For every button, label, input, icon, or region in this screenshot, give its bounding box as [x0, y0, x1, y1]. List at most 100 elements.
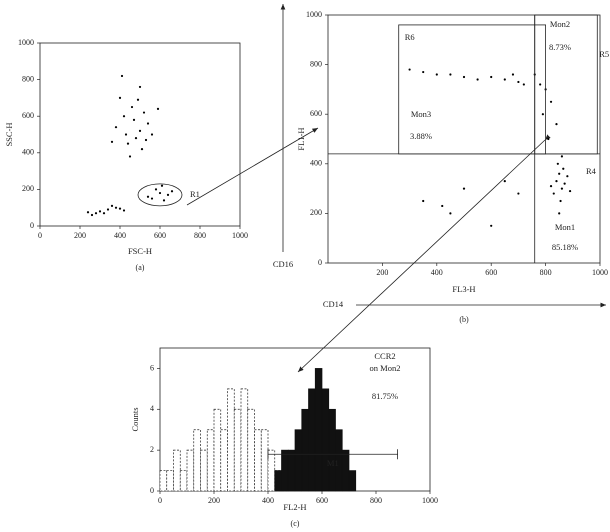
y-tick-label: 1000	[306, 10, 322, 19]
point	[134, 137, 138, 140]
point	[156, 107, 160, 110]
gate	[137, 183, 183, 207]
y-tick-label: 0	[30, 221, 34, 230]
point	[490, 75, 493, 79]
point	[552, 192, 555, 195]
histogram-bar	[220, 429, 228, 492]
annotation: CD14	[323, 299, 344, 309]
histogram-bar	[301, 408, 309, 492]
arrow	[186, 127, 319, 206]
point	[441, 204, 444, 208]
point	[560, 187, 564, 190]
point	[166, 193, 170, 196]
point	[563, 182, 566, 185]
gate-label: R6	[405, 32, 415, 42]
histogram-bar	[227, 388, 235, 492]
marker-label: M1	[327, 458, 339, 468]
point	[126, 142, 130, 145]
point	[522, 83, 525, 86]
point	[124, 133, 128, 136]
x-tick-label: 1000	[592, 268, 608, 277]
x-axis-label: FL2-H	[283, 502, 306, 512]
point	[140, 148, 144, 151]
point	[559, 199, 562, 203]
hist-title: CCR2	[374, 351, 395, 361]
histogram-bar	[179, 470, 188, 492]
histogram-bar	[159, 470, 168, 492]
x-tick-label: 0	[158, 496, 162, 505]
y-tick-label: 6	[150, 363, 154, 372]
y-tick-label: 400	[22, 148, 34, 157]
annotation: Mon2	[550, 19, 570, 29]
point	[122, 115, 126, 118]
x-tick-label: 200	[208, 496, 220, 505]
annotation: Mon1	[555, 222, 575, 232]
point	[462, 187, 466, 190]
point	[568, 189, 572, 193]
histogram-bar	[274, 470, 282, 492]
point	[462, 75, 466, 79]
annotation: CD16	[273, 259, 293, 269]
x-tick-label: 800	[370, 496, 382, 505]
point	[98, 210, 102, 213]
x-tick-label: 400	[431, 268, 443, 277]
caption: (a)	[136, 263, 145, 272]
point	[110, 140, 114, 143]
point	[106, 208, 110, 211]
point	[150, 197, 154, 200]
point	[422, 199, 425, 203]
point	[562, 167, 565, 170]
gate	[534, 14, 598, 155]
point	[547, 137, 550, 141]
point	[517, 192, 520, 195]
histogram-bar	[240, 388, 249, 492]
x-tick-label: 600	[485, 268, 497, 277]
point	[94, 212, 98, 215]
histogram-bar	[321, 388, 330, 492]
histogram-bar	[341, 449, 350, 492]
point	[560, 155, 564, 158]
histogram-bar	[348, 470, 357, 492]
point	[146, 122, 150, 125]
point	[503, 78, 506, 81]
x-tick-label: 600	[154, 231, 166, 240]
point	[511, 73, 515, 76]
x-tick-label: 800	[194, 231, 206, 240]
caption: (b)	[459, 315, 469, 324]
point	[449, 212, 452, 215]
point	[136, 98, 140, 101]
point	[144, 138, 148, 142]
y-tick-label: 2	[150, 445, 154, 454]
point	[118, 96, 122, 99]
histogram-bar	[193, 429, 201, 492]
x-tick-label: 400	[262, 496, 274, 505]
arrow	[297, 134, 551, 373]
point	[556, 162, 559, 165]
gate-label: R5	[599, 49, 609, 59]
point	[558, 172, 561, 175]
histogram-bar	[287, 449, 296, 492]
y-tick-label: 200	[310, 208, 322, 217]
y-tick-label: 400	[310, 159, 322, 168]
histogram-bar	[314, 368, 323, 492]
point	[118, 207, 122, 210]
point	[138, 129, 142, 132]
point	[517, 80, 520, 84]
y-tick-label: 4	[150, 404, 154, 413]
histogram-bar	[200, 449, 208, 492]
point	[549, 100, 553, 103]
histogram-bar	[247, 408, 255, 492]
y-tick-label: 800	[22, 74, 34, 83]
point	[566, 175, 569, 178]
x-tick-label: 200	[376, 268, 388, 277]
y-axis-label: FL1-H	[296, 127, 306, 150]
point	[142, 111, 146, 114]
y-tick-label: 200	[22, 184, 34, 193]
point	[408, 68, 411, 71]
histogram-bar	[254, 429, 262, 492]
histogram-bar	[213, 408, 222, 492]
histogram-bar	[294, 429, 303, 492]
annotation: 3.88%	[410, 131, 432, 141]
point	[128, 155, 132, 158]
point	[120, 74, 124, 78]
